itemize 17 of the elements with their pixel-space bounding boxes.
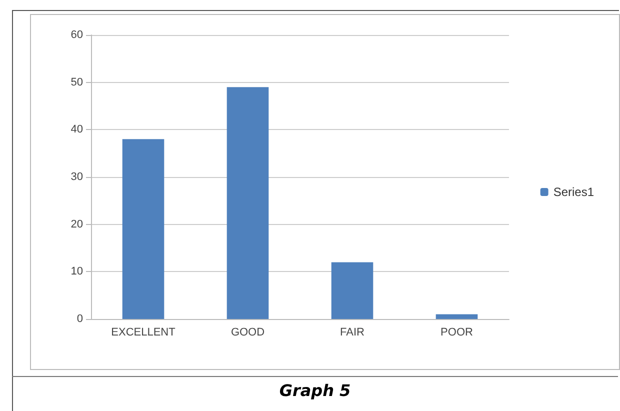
x-tick-label: POOR (440, 326, 473, 338)
x-tick-label: FAIR (340, 326, 365, 338)
bar (436, 314, 478, 319)
y-tick-label: 30 (70, 171, 83, 183)
legend-label: Series1 (553, 185, 594, 199)
y-tick-label: 10 (70, 266, 83, 278)
bar (122, 139, 164, 319)
bar (331, 262, 374, 319)
y-tick-label: 0 (76, 313, 83, 325)
caption: Graph 5 (12, 376, 618, 400)
y-tick-label: 50 (70, 76, 83, 88)
y-tick-label: 20 (70, 218, 83, 230)
x-tick-label: EXCELLENT (111, 326, 176, 338)
x-tick-label: GOOD (230, 326, 265, 338)
y-tick-label: 60 (70, 29, 83, 41)
bar (226, 87, 269, 319)
y-tick-label: 40 (70, 124, 83, 136)
